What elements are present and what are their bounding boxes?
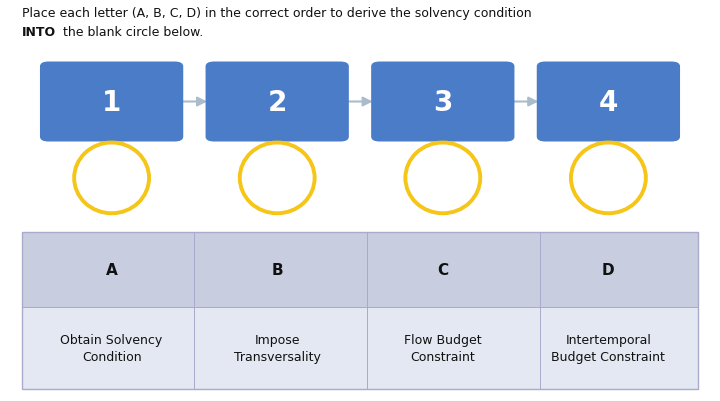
Bar	[22, 233, 698, 389]
Text: Place each letter (A, B, C, D) in the correct order to derive the solvency condi: Place each letter (A, B, C, D) in the co…	[22, 7, 531, 20]
Ellipse shape	[405, 143, 480, 214]
Text: INTO: INTO	[22, 26, 55, 39]
Text: Intertemporal
Budget Constraint: Intertemporal Budget Constraint	[552, 333, 665, 363]
FancyBboxPatch shape	[537, 63, 680, 142]
Text: D: D	[602, 262, 615, 277]
Text: 3: 3	[433, 88, 452, 116]
Ellipse shape	[74, 143, 149, 214]
Bar	[367, 233, 540, 307]
Text: A: A	[106, 262, 117, 277]
FancyBboxPatch shape	[206, 63, 348, 142]
Bar	[22, 233, 194, 307]
Text: Flow Budget
Constraint: Flow Budget Constraint	[404, 333, 482, 363]
Bar	[540, 307, 698, 389]
Bar	[540, 233, 698, 307]
FancyBboxPatch shape	[372, 63, 514, 142]
Text: 4: 4	[599, 88, 618, 116]
FancyBboxPatch shape	[40, 63, 183, 142]
Text: 2: 2	[268, 88, 287, 116]
Text: Obtain Solvency
Condition: Obtain Solvency Condition	[60, 333, 163, 363]
Text: C: C	[437, 262, 449, 277]
Bar	[22, 307, 194, 389]
Ellipse shape	[571, 143, 646, 214]
Text: Impose
Transversality: Impose Transversality	[234, 333, 320, 363]
Text: the blank circle below.: the blank circle below.	[59, 26, 203, 39]
Text: B: B	[271, 262, 283, 277]
Bar	[194, 307, 367, 389]
Ellipse shape	[240, 143, 315, 214]
Bar	[194, 233, 367, 307]
Bar	[367, 307, 540, 389]
Text: 1: 1	[102, 88, 121, 116]
